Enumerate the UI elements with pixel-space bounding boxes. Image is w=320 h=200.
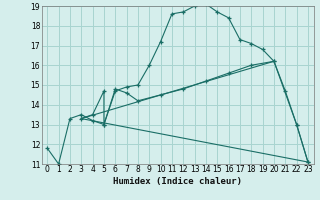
X-axis label: Humidex (Indice chaleur): Humidex (Indice chaleur) [113, 177, 242, 186]
